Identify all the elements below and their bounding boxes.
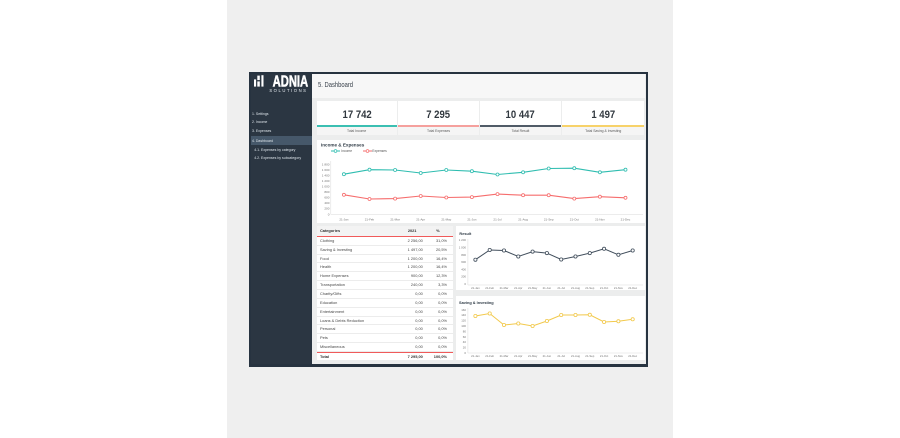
svg-text:21-Sep: 21-Sep bbox=[585, 354, 594, 358]
svg-text:21-Sep: 21-Sep bbox=[585, 286, 594, 290]
svg-text:21-Mar: 21-Mar bbox=[499, 286, 508, 290]
svg-text:21-Aug: 21-Aug bbox=[571, 354, 580, 358]
svg-text:21-Nov: 21-Nov bbox=[595, 217, 605, 221]
svg-text:0: 0 bbox=[464, 282, 466, 286]
svg-text:21-Jan: 21-Jan bbox=[339, 217, 348, 221]
svg-text:100: 100 bbox=[461, 324, 466, 328]
svg-text:1 600: 1 600 bbox=[321, 167, 329, 171]
svg-text:21-Sep: 21-Sep bbox=[543, 217, 553, 221]
svg-text:21-Jul: 21-Jul bbox=[557, 286, 565, 290]
svg-text:21-May: 21-May bbox=[441, 217, 451, 221]
svg-text:21-Mar: 21-Mar bbox=[499, 354, 508, 358]
svg-text:40: 40 bbox=[462, 340, 466, 344]
svg-text:1 200: 1 200 bbox=[321, 178, 329, 182]
svg-text:21-May: 21-May bbox=[527, 286, 537, 290]
svg-text:Saving & Investing: Saving & Investing bbox=[458, 300, 493, 305]
svg-text:1 400: 1 400 bbox=[321, 173, 329, 177]
svg-text:Expenses: Expenses bbox=[372, 149, 387, 153]
svg-text:21-Jan: 21-Jan bbox=[471, 354, 480, 358]
svg-text:21-Jul: 21-Jul bbox=[557, 354, 565, 358]
svg-text:21-Dec: 21-Dec bbox=[628, 354, 638, 358]
svg-text:21-Feb: 21-Feb bbox=[485, 354, 494, 358]
svg-text:0: 0 bbox=[464, 351, 466, 355]
svg-text:Income & Expenses: Income & Expenses bbox=[321, 142, 365, 147]
svg-text:800: 800 bbox=[324, 190, 329, 194]
svg-text:1 000: 1 000 bbox=[458, 245, 466, 249]
svg-text:20: 20 bbox=[462, 346, 466, 350]
svg-text:21-Jun: 21-Jun bbox=[542, 286, 551, 290]
svg-text:200: 200 bbox=[461, 274, 466, 278]
svg-text:21-Apr: 21-Apr bbox=[416, 217, 425, 221]
svg-text:21-Aug: 21-Aug bbox=[571, 286, 580, 290]
svg-text:Income: Income bbox=[341, 149, 352, 153]
svg-text:800: 800 bbox=[461, 253, 466, 257]
svg-text:600: 600 bbox=[461, 260, 466, 264]
svg-text:21-Feb: 21-Feb bbox=[485, 286, 494, 290]
svg-text:21-Jan: 21-Jan bbox=[471, 286, 480, 290]
svg-text:140: 140 bbox=[461, 313, 466, 317]
svg-text:400: 400 bbox=[324, 201, 329, 205]
svg-text:400: 400 bbox=[461, 267, 466, 271]
svg-text:60: 60 bbox=[462, 335, 466, 339]
svg-text:Result: Result bbox=[459, 231, 472, 236]
svg-text:1 200: 1 200 bbox=[458, 238, 466, 242]
svg-text:21-Jun: 21-Jun bbox=[467, 217, 476, 221]
svg-text:21-Nov: 21-Nov bbox=[613, 286, 623, 290]
svg-text:21-Feb: 21-Feb bbox=[364, 217, 374, 221]
svg-text:1 800: 1 800 bbox=[321, 162, 329, 166]
svg-text:21-Aug: 21-Aug bbox=[518, 217, 528, 221]
svg-text:160: 160 bbox=[461, 308, 466, 312]
svg-text:21-Jul: 21-Jul bbox=[493, 217, 501, 221]
svg-text:21-Dec: 21-Dec bbox=[628, 286, 638, 290]
svg-text:21-Apr: 21-Apr bbox=[514, 354, 522, 358]
svg-text:21-Dec: 21-Dec bbox=[620, 217, 630, 221]
svg-text:21-Oct: 21-Oct bbox=[569, 217, 578, 221]
svg-text:21-Oct: 21-Oct bbox=[599, 286, 608, 290]
svg-text:21-Apr: 21-Apr bbox=[514, 286, 522, 290]
svg-text:21-Jun: 21-Jun bbox=[542, 354, 551, 358]
svg-text:21-Oct: 21-Oct bbox=[599, 354, 608, 358]
svg-text:200: 200 bbox=[324, 206, 329, 210]
svg-text:1 000: 1 000 bbox=[321, 184, 329, 188]
svg-text:0: 0 bbox=[327, 212, 329, 216]
svg-text:ADNIA: ADNIA bbox=[273, 75, 309, 87]
svg-text:120: 120 bbox=[461, 319, 466, 323]
svg-text:600: 600 bbox=[324, 195, 329, 199]
svg-text:80: 80 bbox=[462, 329, 466, 333]
svg-text:21-May: 21-May bbox=[527, 354, 537, 358]
svg-text:21-Nov: 21-Nov bbox=[613, 354, 623, 358]
svg-text:21-Mar: 21-Mar bbox=[390, 217, 399, 221]
